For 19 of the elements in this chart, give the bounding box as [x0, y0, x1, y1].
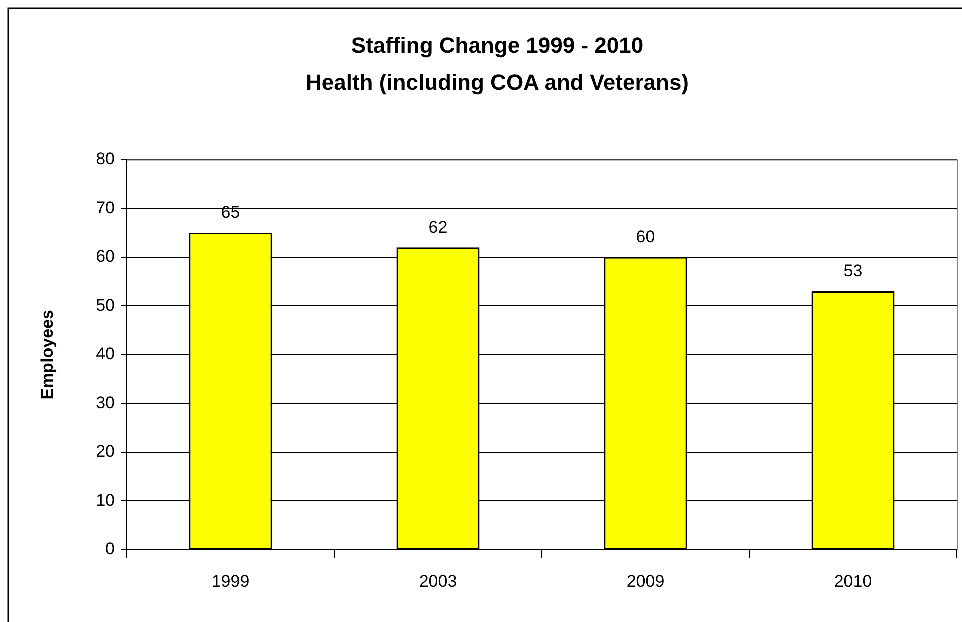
- y-tick-label: 80: [96, 149, 115, 168]
- x-tick-label: 2010: [834, 572, 872, 591]
- y-tick-label: 50: [96, 296, 115, 315]
- y-tick-label: 20: [96, 442, 115, 462]
- y-tick-label: 40: [96, 344, 115, 364]
- y-tick-label: 70: [96, 198, 115, 218]
- data-label: 62: [428, 218, 448, 237]
- y-axis-title: Employees: [38, 310, 57, 400]
- data-label: 60: [636, 228, 656, 247]
- data-label: 53: [844, 262, 863, 281]
- y-tick-label: 10: [96, 490, 115, 510]
- chart-title: Staffing Change 1999 - 2010 Health (including COA and Veterans): [306, 32, 690, 96]
- y-tick-label: 0: [106, 540, 115, 559]
- data-label: 65: [221, 203, 240, 222]
- x-tick-label: 2009: [626, 572, 665, 591]
- x-tick-label: 2003: [419, 572, 458, 591]
- y-tick-label: 60: [96, 247, 115, 266]
- y-tick-label: 30: [96, 393, 115, 412]
- x-tick-label: 1999: [212, 572, 250, 591]
